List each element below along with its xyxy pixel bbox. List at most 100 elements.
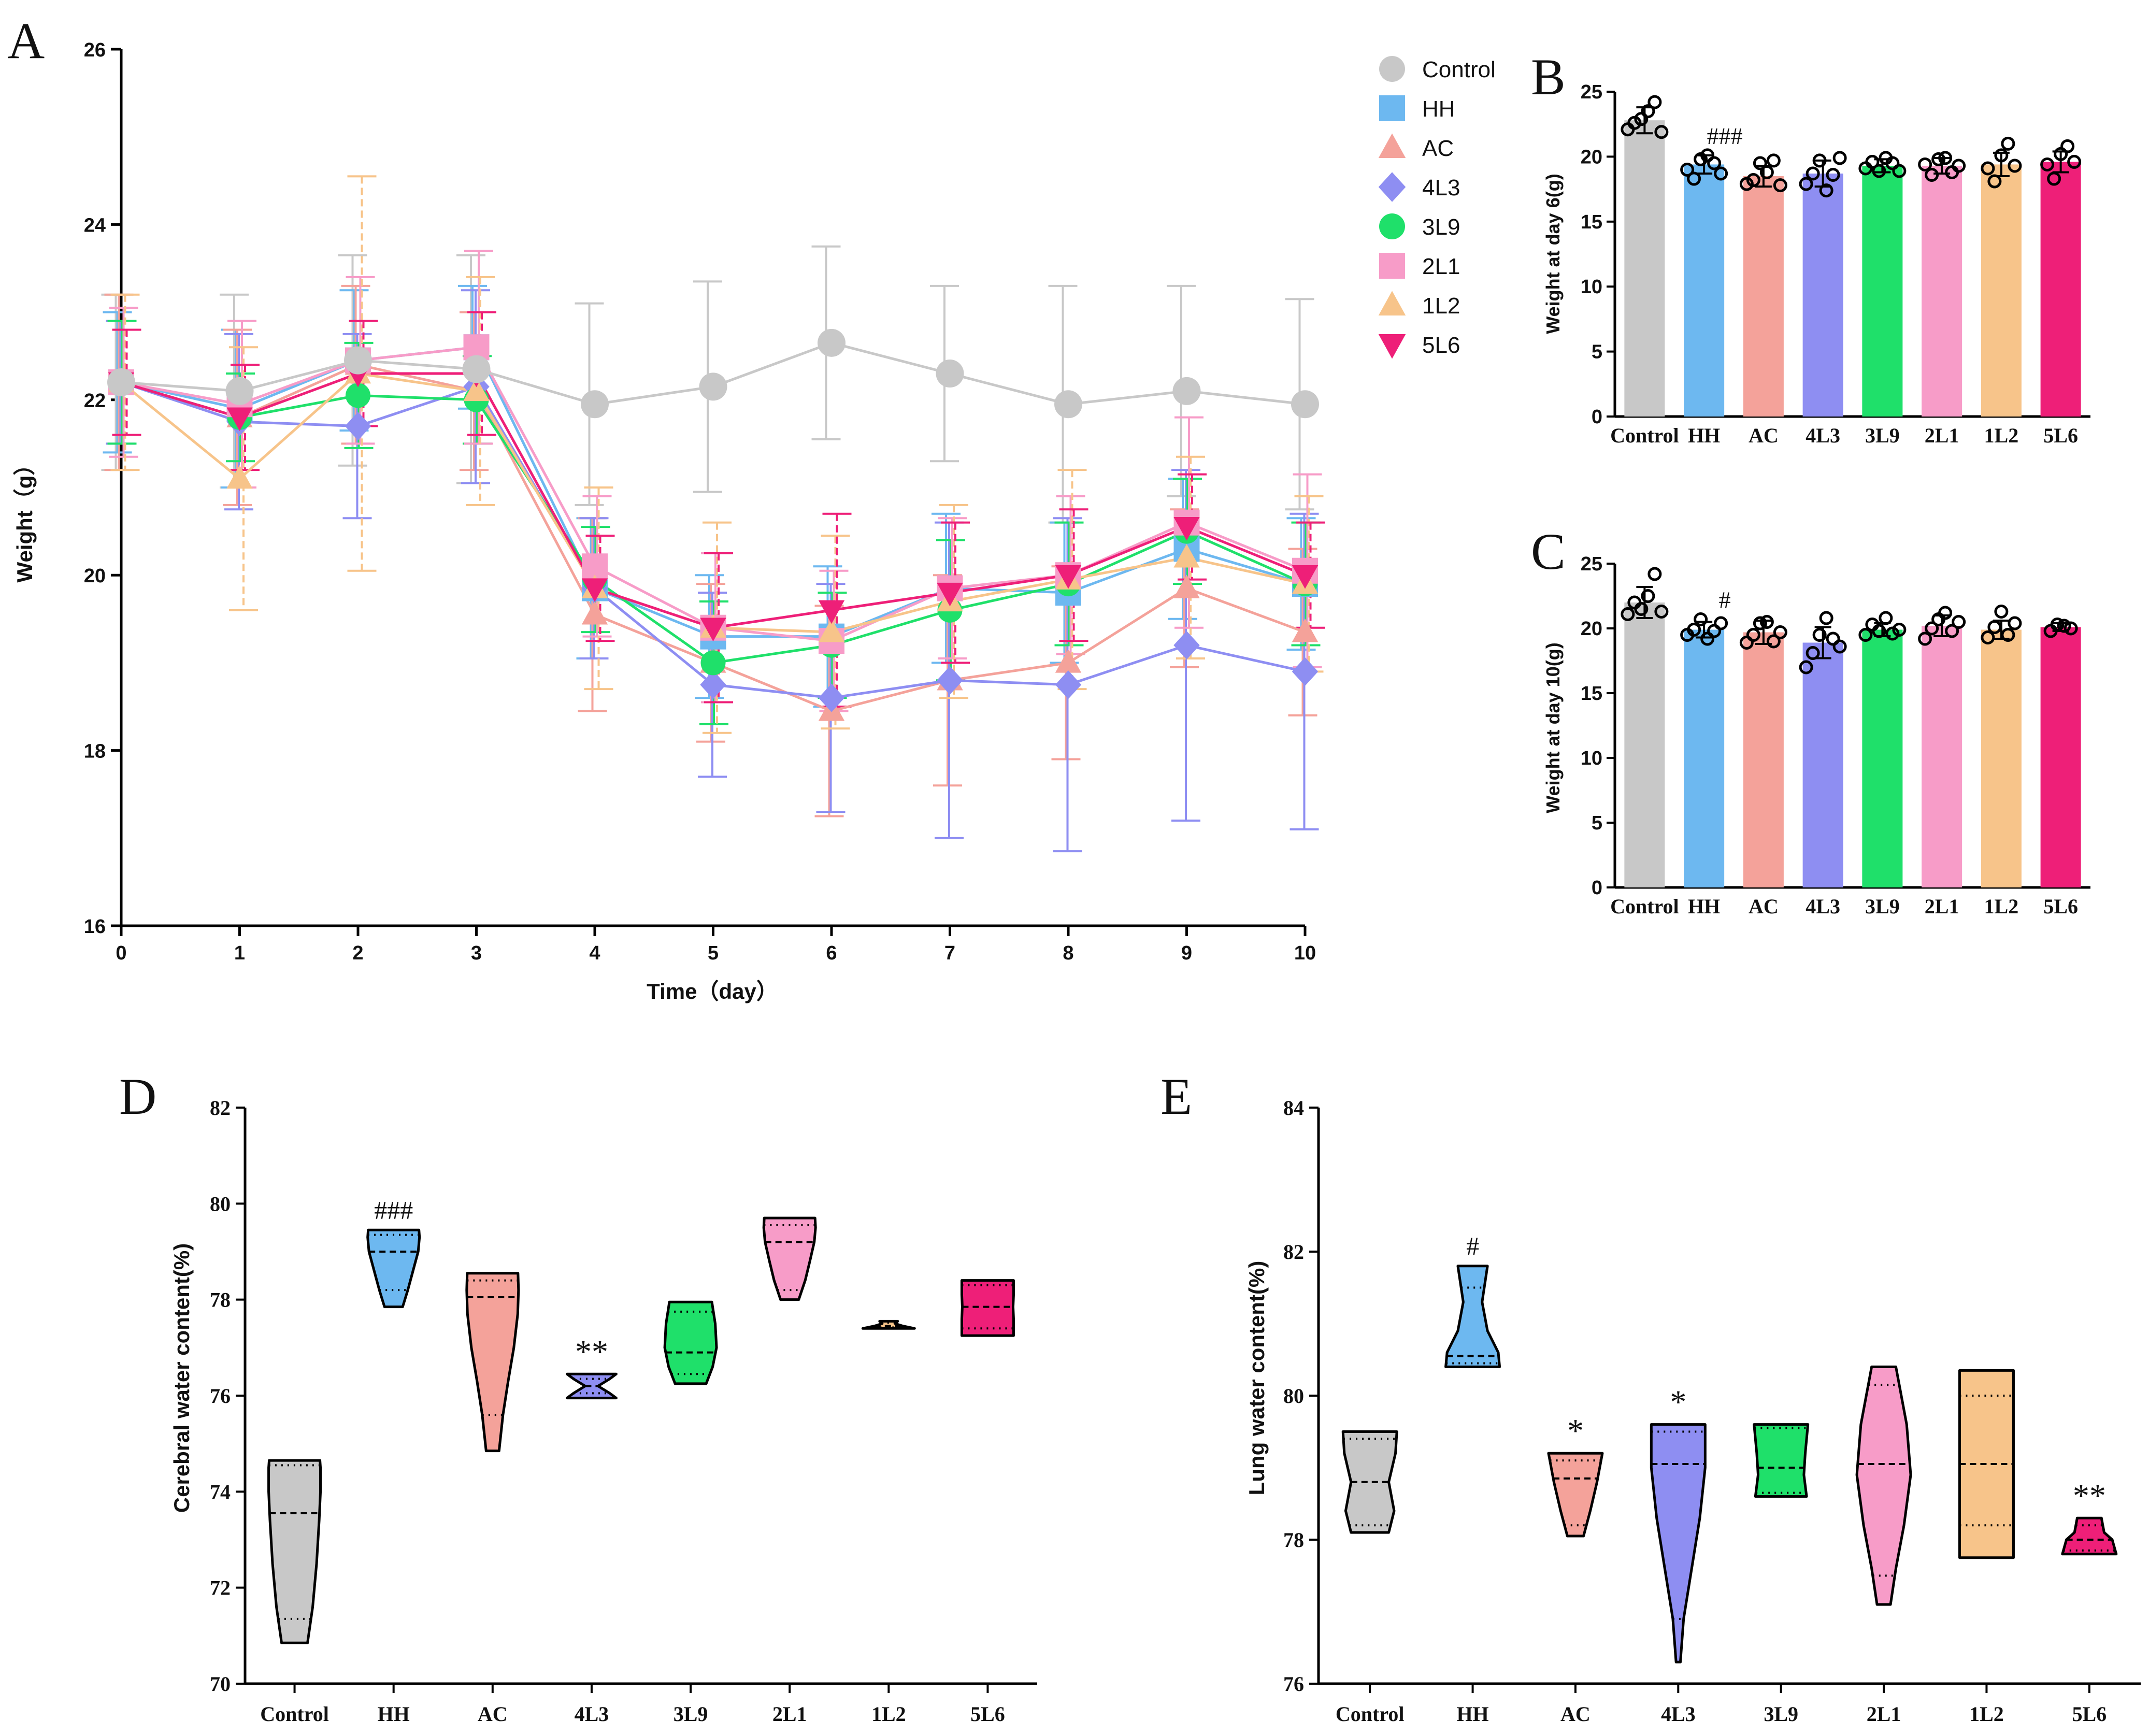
legend-marker-4l3	[1378, 172, 1406, 202]
panel-a-x-axis-label: Time（day）	[647, 979, 778, 1003]
data-dot-5l6	[2060, 139, 2075, 153]
panel-b-y-tick-label: 25	[1581, 81, 1602, 103]
panel-d-x-tick-label: AC	[478, 1702, 508, 1726]
bar-3l9	[1862, 165, 1903, 417]
bar-3l9	[1862, 629, 1903, 887]
data-dot-1l2	[1987, 620, 2002, 634]
data-dot-ac	[1773, 625, 1787, 639]
data-dot-4l3	[1799, 660, 1813, 675]
data-dot-5l6	[2064, 621, 2078, 636]
panel-b-weight-day6: B 0 5 10 15 20 25 Control HH AC 4L3 3L9 2L1 1L2 5L6 ##…	[1531, 48, 2090, 447]
panel-b-y-tick-label: 10	[1581, 276, 1602, 298]
bar-1l2	[1981, 164, 2022, 417]
panel-e-x-tick-label: HH	[1456, 1702, 1488, 1726]
panel-d-x-tick-label: 5L6	[970, 1702, 1005, 1726]
data-dot-ac	[1759, 165, 1774, 179]
legend-marker-1l2	[1378, 291, 1406, 315]
violin-3l9	[1753, 1423, 1810, 1498]
data-dot-3l9	[1885, 156, 1900, 170]
panel-e-letter: E	[1161, 1068, 1192, 1125]
panel-e-x-tick-label: 2L1	[1867, 1702, 1901, 1726]
data-dot-3l9	[1858, 628, 1873, 642]
panel-e-y-tick-label: 78	[1283, 1528, 1304, 1552]
panel-e-x-tick-label: AC	[1560, 1702, 1591, 1726]
data-dot-3l9	[1872, 164, 1886, 178]
data-dot-5l6	[2050, 618, 2065, 632]
panel-e-significance-mark: *	[1670, 1384, 1686, 1421]
data-dot-1l2	[1981, 630, 1995, 644]
panel-b-x-tick-label: AC	[1749, 424, 1779, 447]
panel-c-x-tick-label: Control	[1610, 895, 1679, 918]
data-point-5l6	[700, 618, 726, 642]
panel-a-y-tick-label: 24	[84, 214, 106, 236]
panel-b-y-tick-label: 0	[1592, 406, 1602, 428]
legend-marker-control	[1379, 56, 1405, 82]
data-dot-3l9	[1865, 154, 1880, 169]
panel-a-x-tick-label: 2	[352, 942, 363, 964]
data-point-ac	[1292, 618, 1319, 642]
data-dot-hh	[1687, 171, 1701, 186]
data-dot-2l1	[1945, 624, 1959, 638]
panel-a-y-tick-label: 18	[84, 741, 106, 763]
data-dot-ac	[1746, 628, 1760, 642]
data-dot-4l3	[1812, 153, 1827, 168]
panel-c-letter: C	[1531, 523, 1566, 580]
panel-e-y-tick-label: 84	[1283, 1096, 1304, 1120]
panel-b-plot: 0 5 10 15 20 25 Control HH AC 4L3 3L9 2L1 1L2 5L6 ###	[1581, 81, 2090, 447]
violin-ac	[465, 1272, 520, 1453]
panel-c-x-tick-label: 2L1	[1925, 895, 1959, 918]
data-point-control	[344, 346, 372, 375]
legend-label-1l2: 1L2	[1422, 293, 1460, 319]
bar-4l3	[1802, 174, 1843, 417]
data-point-4l3	[818, 683, 845, 712]
panel-b-x-tick-label: 3L9	[1865, 424, 1900, 447]
data-dot-hh	[1714, 616, 1728, 630]
data-point-5l6	[1173, 517, 1200, 541]
data-dot-ac	[1766, 634, 1781, 649]
panel-b-x-tick-label: HH	[1688, 424, 1720, 447]
panel-e-y-tick-label: 80	[1283, 1384, 1304, 1408]
data-point-control	[462, 355, 491, 383]
bar-5l6	[2040, 627, 2081, 887]
legend-label-hh: HH	[1422, 96, 1455, 122]
panel-b-significance-mark: ###	[1707, 123, 1743, 149]
data-dot-4l3	[1832, 151, 1847, 165]
data-point-control	[936, 360, 964, 388]
panel-c-x-tick-label: 4L3	[1806, 895, 1840, 918]
data-dot-ac	[1739, 636, 1754, 650]
panel-c-y-tick-label: 20	[1581, 618, 1602, 640]
data-point-4l3	[1173, 630, 1200, 660]
data-dot-3l9	[1892, 164, 1907, 178]
violin-2l1	[1855, 1365, 1912, 1606]
bar-control	[1624, 120, 1665, 417]
data-dot-2l1	[1938, 606, 1953, 620]
data-dot-hh	[1707, 624, 1722, 638]
data-point-4l3	[937, 666, 963, 695]
violin-5l6	[960, 1279, 1015, 1337]
data-dot-hh	[1680, 162, 1695, 177]
panel-c-x-tick-label: 5L6	[2043, 895, 2078, 918]
panel-c-x-tick-label: AC	[1749, 895, 1779, 918]
panel-d-y-tick-label: 74	[210, 1480, 231, 1503]
data-point-control	[225, 377, 254, 405]
panel-a-x-tick-label: 9	[1181, 942, 1192, 964]
data-dot-4l3	[1806, 646, 1820, 660]
panel-b-x-tick-label: 2L1	[1925, 424, 1959, 447]
panel-e-lung-water: E 76 78 80 82 84 Control HH AC 4L3 3L9 2L1 1L2 5L6 # *…	[1161, 1068, 2141, 1726]
data-point-control	[818, 328, 846, 357]
data-dot-3l9	[1892, 623, 1907, 637]
data-point-control	[1054, 390, 1082, 419]
data-dot-ac	[1773, 178, 1787, 193]
bar-hh	[1684, 164, 1725, 417]
legend-marker-5l6	[1378, 334, 1406, 359]
data-point-5l6	[1055, 565, 1082, 589]
panel-a-x-tick-label: 8	[1063, 942, 1073, 964]
panel-a-legend: Control HH AC 4L3 3L9 2L1 1L2 5L6	[1378, 56, 1496, 359]
violin-control	[267, 1459, 322, 1644]
violin-hh	[366, 1228, 421, 1309]
data-dot-control	[1654, 125, 1669, 139]
panel-b-x-tick-label: 5L6	[2043, 424, 2078, 447]
data-point-control	[1172, 377, 1201, 405]
